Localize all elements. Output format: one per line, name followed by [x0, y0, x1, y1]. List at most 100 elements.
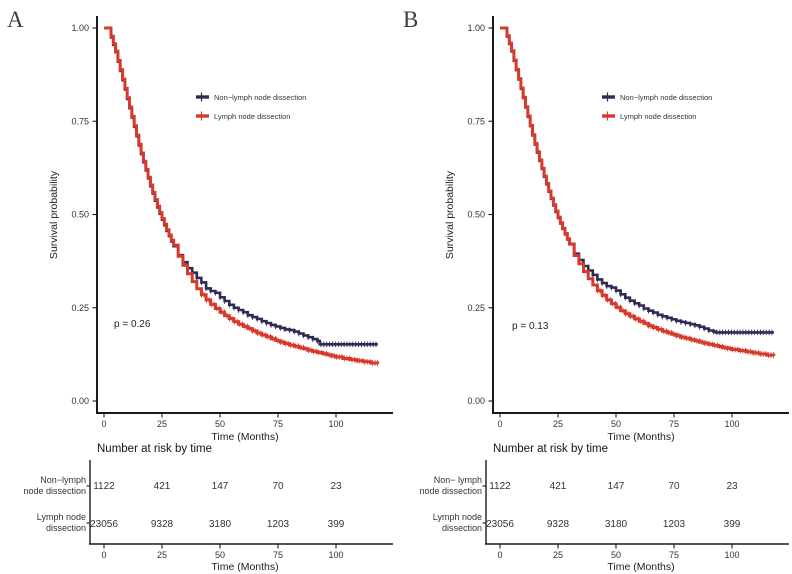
risk-x-tick-label: 25 — [553, 550, 563, 560]
risk-count: 421 — [154, 481, 171, 492]
y-tick-label: 0.50 — [71, 210, 89, 220]
risk-count: 3180 — [605, 519, 628, 530]
survival-curve-lymph — [500, 26, 776, 357]
risk-count: 1203 — [267, 519, 290, 530]
risk-values: 1122 421 147 70 23 23056 9328 3180 1203 399 — [90, 481, 345, 530]
legend-item-lymph: Lymph node dissection — [602, 111, 696, 121]
risk-row-label: Lymph node — [37, 512, 86, 522]
y-tick-label: 0.00 — [467, 396, 485, 406]
p-value: p = 0.13 — [512, 321, 549, 332]
y-tick-label: 0.25 — [71, 303, 89, 313]
y-tick-label: 0.00 — [71, 396, 89, 406]
x-axis: 0 25 50 75 100 Time (Months) — [492, 412, 789, 443]
x-axis-ticks: 0 25 50 75 100 — [101, 413, 344, 429]
risk-x-tick-label: 100 — [328, 550, 343, 560]
risk-x-tick-label: 50 — [215, 550, 225, 560]
y-tick-label: 0.25 — [467, 303, 485, 313]
x-tick-label: 75 — [273, 419, 283, 429]
legend-item-non-lymph: Non−lymph node dissection — [196, 92, 306, 102]
risk-table-title: Number at risk by time — [97, 443, 212, 455]
risk-count: 9328 — [151, 519, 174, 530]
risk-x-tick-label: 0 — [101, 550, 106, 560]
risk-x-tick-label: 75 — [273, 550, 283, 560]
legend: Non−lymph node dissection Lymph node dis… — [196, 92, 306, 121]
x-axis: 0 25 50 75 100 Time (Months) — [96, 412, 393, 443]
risk-table-title: Number at risk by time — [493, 443, 608, 455]
legend-label: Lymph node dissection — [214, 112, 290, 121]
y-tick-label: 1.00 — [71, 23, 89, 33]
risk-count: 399 — [724, 519, 741, 530]
x-tick-label: 75 — [669, 419, 679, 429]
km-plot-panel-b: B 0.00 0.25 0.50 0.75 1.00 Survival probabil… — [403, 7, 789, 573]
x-tick-label: 0 — [497, 419, 502, 429]
y-tick-label: 1.00 — [467, 23, 485, 33]
risk-count: 70 — [668, 481, 680, 492]
risk-count: 23056 — [486, 519, 514, 530]
x-tick-label: 25 — [553, 419, 563, 429]
risk-count: 3180 — [209, 519, 232, 530]
risk-x-tick-label: 50 — [611, 550, 621, 560]
risk-row-label: Non−lymph — [40, 475, 86, 485]
risk-count: 1122 — [93, 481, 115, 492]
risk-count: 147 — [212, 481, 229, 492]
x-tick-label: 25 — [157, 419, 167, 429]
risk-count: 1203 — [663, 519, 686, 530]
risk-row-label: Non− lymph — [434, 475, 482, 485]
legend-label: Lymph node dissection — [620, 112, 696, 121]
y-tick-label: 0.75 — [71, 116, 89, 126]
y-axis-ticks: 0.00 0.25 0.50 0.75 1.00 — [467, 23, 493, 406]
legend-item-non-lymph: Non−lymph node dissection — [602, 92, 712, 102]
x-axis-title: Time (Months) — [607, 431, 674, 443]
y-tick-label: 0.75 — [467, 116, 485, 126]
risk-count: 70 — [272, 481, 284, 492]
risk-row-label: Lymph node — [433, 512, 482, 522]
panel-label-b: B — [403, 7, 418, 32]
risk-count: 9328 — [547, 519, 570, 530]
survival-curve-lymph — [104, 26, 380, 365]
legend: Non−lymph node dissection Lymph node dis… — [602, 92, 712, 121]
risk-row-label: dissection — [442, 523, 482, 533]
risk-count: 23 — [726, 481, 738, 492]
risk-x-tick-label: 75 — [669, 550, 679, 560]
risk-x-tick-label: 100 — [724, 550, 739, 560]
legend-label: Non−lymph node dissection — [214, 93, 306, 102]
x-tick-label: 50 — [611, 419, 621, 429]
y-axis: 0.00 0.25 0.50 0.75 1.00 Survival probabilit… — [444, 16, 494, 414]
panel-label-a: A — [7, 7, 24, 32]
x-tick-label: 50 — [215, 419, 225, 429]
y-tick-label: 0.50 — [467, 210, 485, 220]
risk-x-tick-label: 25 — [157, 550, 167, 560]
survival-curve-non-lymph — [104, 26, 378, 346]
survival-curves — [104, 26, 380, 366]
x-axis-title: Time (Months) — [211, 431, 278, 443]
risk-row-label: dissection — [46, 523, 86, 533]
risk-count: 23056 — [90, 519, 118, 530]
x-tick-label: 100 — [724, 419, 739, 429]
x-tick-label: 0 — [101, 419, 106, 429]
risk-count: 399 — [328, 519, 345, 530]
y-axis-ticks: 0.00 0.25 0.50 0.75 1.00 — [71, 23, 97, 406]
risk-x-axis-title: Time (Months) — [211, 561, 278, 573]
risk-count: 421 — [550, 481, 567, 492]
x-tick-label: 100 — [328, 419, 343, 429]
km-plot-panel-a: A 0.00 0.25 0.50 0.75 1.00 Survival probabil… — [7, 7, 393, 573]
risk-axis-ticks: 0 25 50 75 100 — [497, 544, 740, 560]
y-axis-title: Survival probability — [444, 170, 456, 259]
y-axis: 0.00 0.25 0.50 0.75 1.00 Survival probabilit… — [48, 16, 98, 414]
survival-curves — [500, 26, 776, 358]
risk-values: 1122 421 147 70 23 23056 9328 3180 1203 399 — [486, 481, 741, 530]
risk-count: 147 — [608, 481, 625, 492]
risk-table: Non− lymph node dissection Lymph node di… — [419, 460, 789, 573]
risk-row-label: node dissection — [419, 486, 482, 496]
risk-x-tick-label: 0 — [497, 550, 502, 560]
risk-axis-ticks: 0 25 50 75 100 — [101, 544, 344, 560]
y-axis-title: Survival probability — [48, 170, 60, 259]
p-value: p = 0.26 — [114, 319, 151, 330]
legend-item-lymph: Lymph node dissection — [196, 111, 290, 121]
risk-count: 1122 — [489, 481, 511, 492]
x-axis-ticks: 0 25 50 75 100 — [497, 413, 740, 429]
risk-table: Non−lymph node dissection Lymph node dis… — [23, 460, 393, 573]
risk-row-label: node dissection — [23, 486, 86, 496]
survival-curve-non-lymph — [500, 26, 774, 334]
